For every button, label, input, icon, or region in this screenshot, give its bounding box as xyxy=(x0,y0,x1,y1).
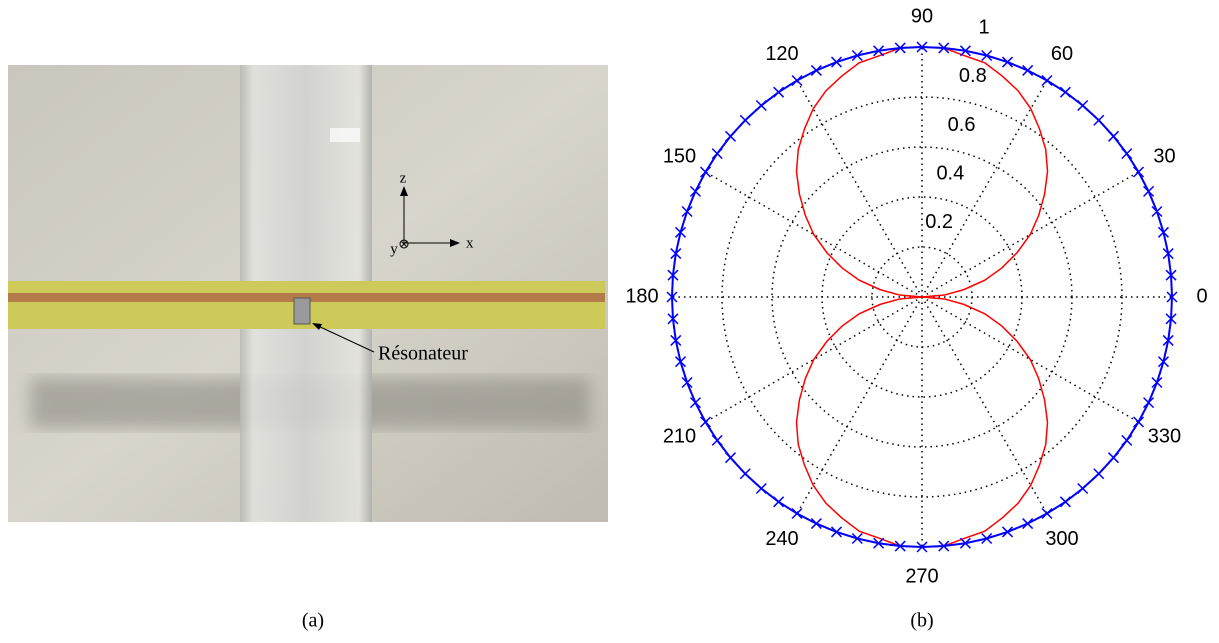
grid-circle xyxy=(721,96,1123,498)
x-label: x xyxy=(466,235,474,251)
z-label: z xyxy=(400,170,407,186)
series-line xyxy=(795,46,1049,548)
theta-tick-label: 210 xyxy=(663,425,696,447)
resonator-label: Résonateur xyxy=(378,343,468,365)
theta-tick-label: 240 xyxy=(765,528,798,550)
y-axis xyxy=(399,239,409,249)
resonator xyxy=(293,297,311,325)
theta-tick-label: 300 xyxy=(1045,528,1078,550)
r-tick-label: 1 xyxy=(979,16,990,38)
theta-tick-label: 60 xyxy=(1051,43,1073,65)
theta-tick-label: 180 xyxy=(625,285,658,307)
theta-tick-label: 270 xyxy=(905,565,938,587)
theta-tick-label: 90 xyxy=(911,5,933,27)
r-tick-label: 0.2 xyxy=(925,211,953,233)
x-arrow xyxy=(450,239,460,247)
y-label: y xyxy=(390,241,398,257)
r-tick-label: 0.8 xyxy=(959,65,987,87)
caption: (b) xyxy=(910,610,933,632)
reflection xyxy=(330,128,360,142)
pointer xyxy=(315,324,375,353)
theta-tick-label: 0 xyxy=(1196,285,1207,307)
theta-tick-label: 150 xyxy=(663,145,696,167)
theta-tick-label: 120 xyxy=(765,43,798,65)
r-tick-label: 0.6 xyxy=(948,114,976,136)
y-cross xyxy=(400,240,408,248)
r-tick-label: 0.4 xyxy=(936,163,964,185)
caption: (a) xyxy=(302,610,324,632)
theta-tick-label: 30 xyxy=(1153,145,1175,167)
polar-chart: 0.2 0.4 0.6 0.8 1 0 30 60 90 120 150 180 210 240 270 30… xyxy=(625,5,1207,587)
z-arrow xyxy=(400,186,408,196)
pointer-arrow xyxy=(312,323,322,330)
photo: z x y Résonateur xyxy=(8,65,608,522)
theta-tick-label: 330 xyxy=(1148,425,1181,447)
series-line xyxy=(670,45,1174,549)
